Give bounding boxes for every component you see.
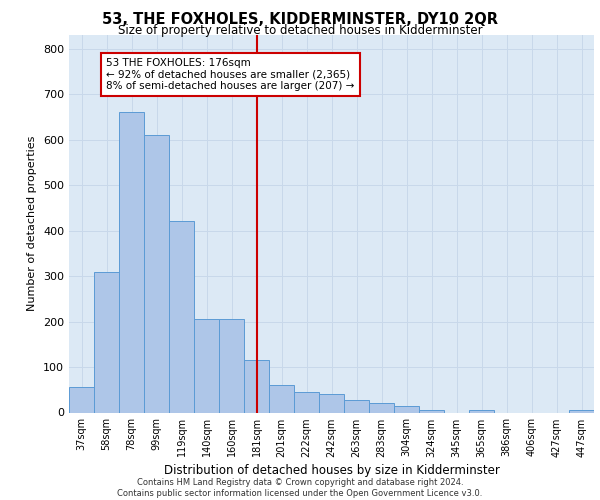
X-axis label: Distribution of detached houses by size in Kidderminster: Distribution of detached houses by size … <box>164 464 499 477</box>
Bar <box>319 394 344 412</box>
Bar <box>269 385 294 412</box>
Text: Contains HM Land Registry data © Crown copyright and database right 2024.
Contai: Contains HM Land Registry data © Crown c… <box>118 478 482 498</box>
Text: Size of property relative to detached houses in Kidderminster: Size of property relative to detached ho… <box>118 24 482 37</box>
Text: 53, THE FOXHOLES, KIDDERMINSTER, DY10 2QR: 53, THE FOXHOLES, KIDDERMINSTER, DY10 2Q… <box>102 12 498 28</box>
Bar <box>194 320 219 412</box>
Bar <box>294 392 319 412</box>
Bar <box>144 135 169 412</box>
Bar <box>219 320 244 412</box>
Bar <box>244 360 269 412</box>
Bar <box>69 388 94 412</box>
Bar <box>169 222 194 412</box>
Text: 53 THE FOXHOLES: 176sqm
← 92% of detached houses are smaller (2,365)
8% of semi-: 53 THE FOXHOLES: 176sqm ← 92% of detache… <box>107 58 355 91</box>
Bar <box>94 272 119 412</box>
Bar <box>369 404 394 412</box>
Bar <box>394 406 419 412</box>
Bar <box>119 112 144 412</box>
Bar <box>569 410 594 412</box>
Bar <box>344 400 369 412</box>
Y-axis label: Number of detached properties: Number of detached properties <box>28 136 37 312</box>
Bar <box>469 410 494 412</box>
Bar <box>419 410 444 412</box>
